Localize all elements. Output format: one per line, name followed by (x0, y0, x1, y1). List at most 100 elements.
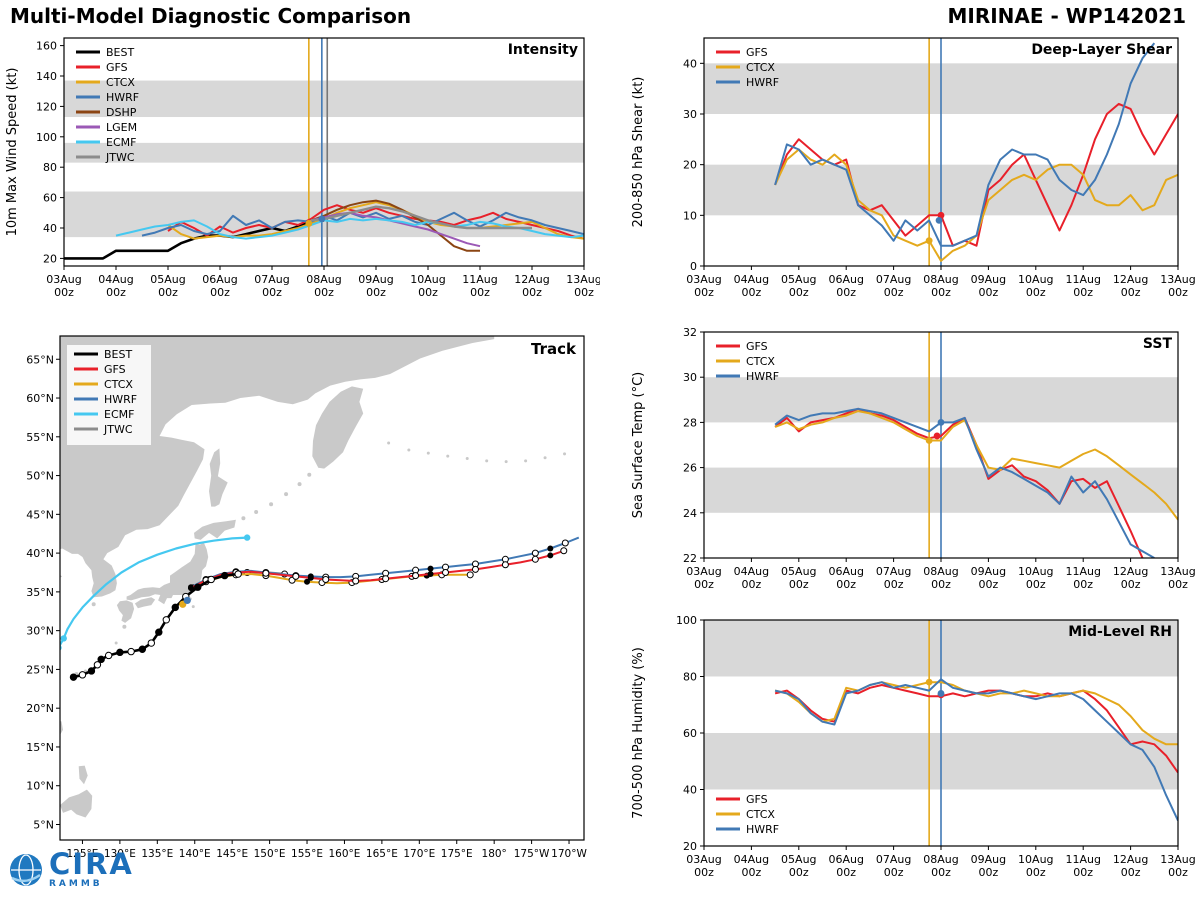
x-tick-hour: 00z (314, 286, 334, 299)
track-point (194, 583, 202, 591)
track-point (352, 577, 360, 585)
y-axis-label: Sea Surface Temp (°C) (631, 372, 646, 519)
x-tick-hour: 00z (1121, 866, 1141, 879)
x-tick-hour: 00z (1168, 286, 1188, 299)
x-tick-hour: 00z (884, 578, 904, 591)
y-tick-label: 0 (690, 260, 697, 273)
legend-label-HWRF: HWRF (104, 393, 137, 406)
panel-label: Intensity (508, 42, 578, 58)
island (191, 605, 195, 609)
y-tick-label: 40 (683, 784, 697, 797)
x-tick-hour: 00z (1026, 866, 1046, 879)
x-tick-label: 05Aug (781, 273, 816, 286)
series-HWRF (774, 407, 1155, 558)
island (563, 452, 567, 456)
legend-label-CTCX: CTCX (104, 378, 133, 391)
lat-tick-label: 60°N (26, 392, 54, 405)
init-dot (937, 690, 945, 697)
y-tick-label: 60 (683, 727, 697, 740)
island (241, 516, 246, 521)
init-dot (925, 678, 933, 686)
y-tick-label: 100 (676, 614, 697, 627)
x-tick-hour: 00z (836, 866, 856, 879)
lat-tick-label: 40°N (26, 547, 54, 560)
lon-tick-label: 125°E (66, 848, 98, 860)
y-tick-label: 80 (683, 671, 697, 684)
x-tick-label: 04Aug (734, 565, 769, 578)
x-tick-label: 06Aug (828, 273, 863, 286)
x-tick-hour: 00z (522, 286, 542, 299)
track-point (127, 647, 135, 656)
island (426, 451, 430, 455)
track-point (147, 639, 156, 647)
track-point (531, 555, 539, 563)
track-point (560, 547, 568, 555)
init-dot (318, 215, 326, 223)
landmass (60, 721, 63, 749)
track-point (466, 571, 474, 579)
x-tick-hour: 00z (742, 866, 762, 879)
x-tick-hour: 00z (884, 286, 904, 299)
legend-label-CTCX: CTCX (106, 76, 135, 89)
x-tick-label: 04Aug (734, 273, 769, 286)
track-point (262, 569, 270, 577)
init-dot (937, 419, 945, 426)
y-tick-label: 40 (683, 57, 697, 70)
legend-label-BEST: BEST (106, 46, 134, 59)
lon-tick-label: 150°E (254, 848, 286, 860)
x-tick-label: 10Aug (410, 273, 445, 286)
intensity-chart: 03Aug00z04Aug00z05Aug00z06Aug00z07Aug00z… (5, 37, 600, 299)
x-tick-label: 08Aug (306, 273, 341, 286)
series-group (774, 407, 1178, 558)
lat-tick-label: 30°N (26, 625, 54, 638)
x-tick-hour: 00z (789, 866, 809, 879)
x-tick-hour: 00z (574, 286, 594, 299)
y-tick-label: 32 (683, 326, 697, 339)
init-dot (305, 220, 313, 227)
island (297, 482, 302, 487)
island (524, 459, 528, 463)
legend-label-GFS: GFS (104, 363, 126, 376)
track-point (531, 549, 539, 557)
legend-label-BEST: BEST (104, 348, 132, 361)
x-tick-label: 10Aug (1018, 853, 1053, 866)
init-dot (183, 596, 191, 605)
x-tick-hour: 00z (1121, 286, 1141, 299)
x-tick-label: 09Aug (358, 273, 393, 286)
lon-tick-label: 160°E (328, 848, 360, 860)
track-point (87, 667, 96, 675)
x-tick-label: 11Aug (1065, 853, 1100, 866)
x-tick-hour: 00z (694, 866, 714, 879)
track-point (69, 673, 78, 681)
landmass (116, 600, 135, 623)
x-tick-hour: 00z (1168, 578, 1188, 591)
x-tick-label: 03Aug (46, 273, 81, 286)
shear-chart: 03Aug00z04Aug00z05Aug00z06Aug00z07Aug00z… (631, 37, 1196, 299)
island (543, 456, 547, 460)
x-tick-hour: 00z (1121, 578, 1141, 591)
track-point (427, 565, 434, 572)
lat-tick-label: 15°N (26, 741, 54, 754)
track-ECMF (60, 536, 248, 648)
x-tick-label: 08Aug (923, 853, 958, 866)
x-tick-label: 05Aug (781, 853, 816, 866)
legend-label-GFS: GFS (106, 61, 128, 74)
x-tick-hour: 00z (262, 286, 282, 299)
x-tick-hour: 00z (742, 578, 762, 591)
island (91, 602, 96, 607)
legend-label-CTCX: CTCX (746, 61, 775, 74)
x-tick-label: 09Aug (971, 853, 1006, 866)
x-tick-hour: 00z (789, 286, 809, 299)
x-tick-hour: 00z (742, 286, 762, 299)
landmass (312, 386, 364, 469)
y-tick-label: 20 (683, 840, 697, 853)
island (387, 441, 391, 445)
x-tick-hour: 00z (694, 578, 714, 591)
x-tick-label: 11Aug (1065, 565, 1100, 578)
x-tick-hour: 00z (931, 286, 951, 299)
x-tick-hour: 00z (54, 286, 74, 299)
x-tick-label: 03Aug (686, 273, 721, 286)
y-tick-label: 10 (683, 209, 697, 222)
track-point (501, 561, 509, 569)
